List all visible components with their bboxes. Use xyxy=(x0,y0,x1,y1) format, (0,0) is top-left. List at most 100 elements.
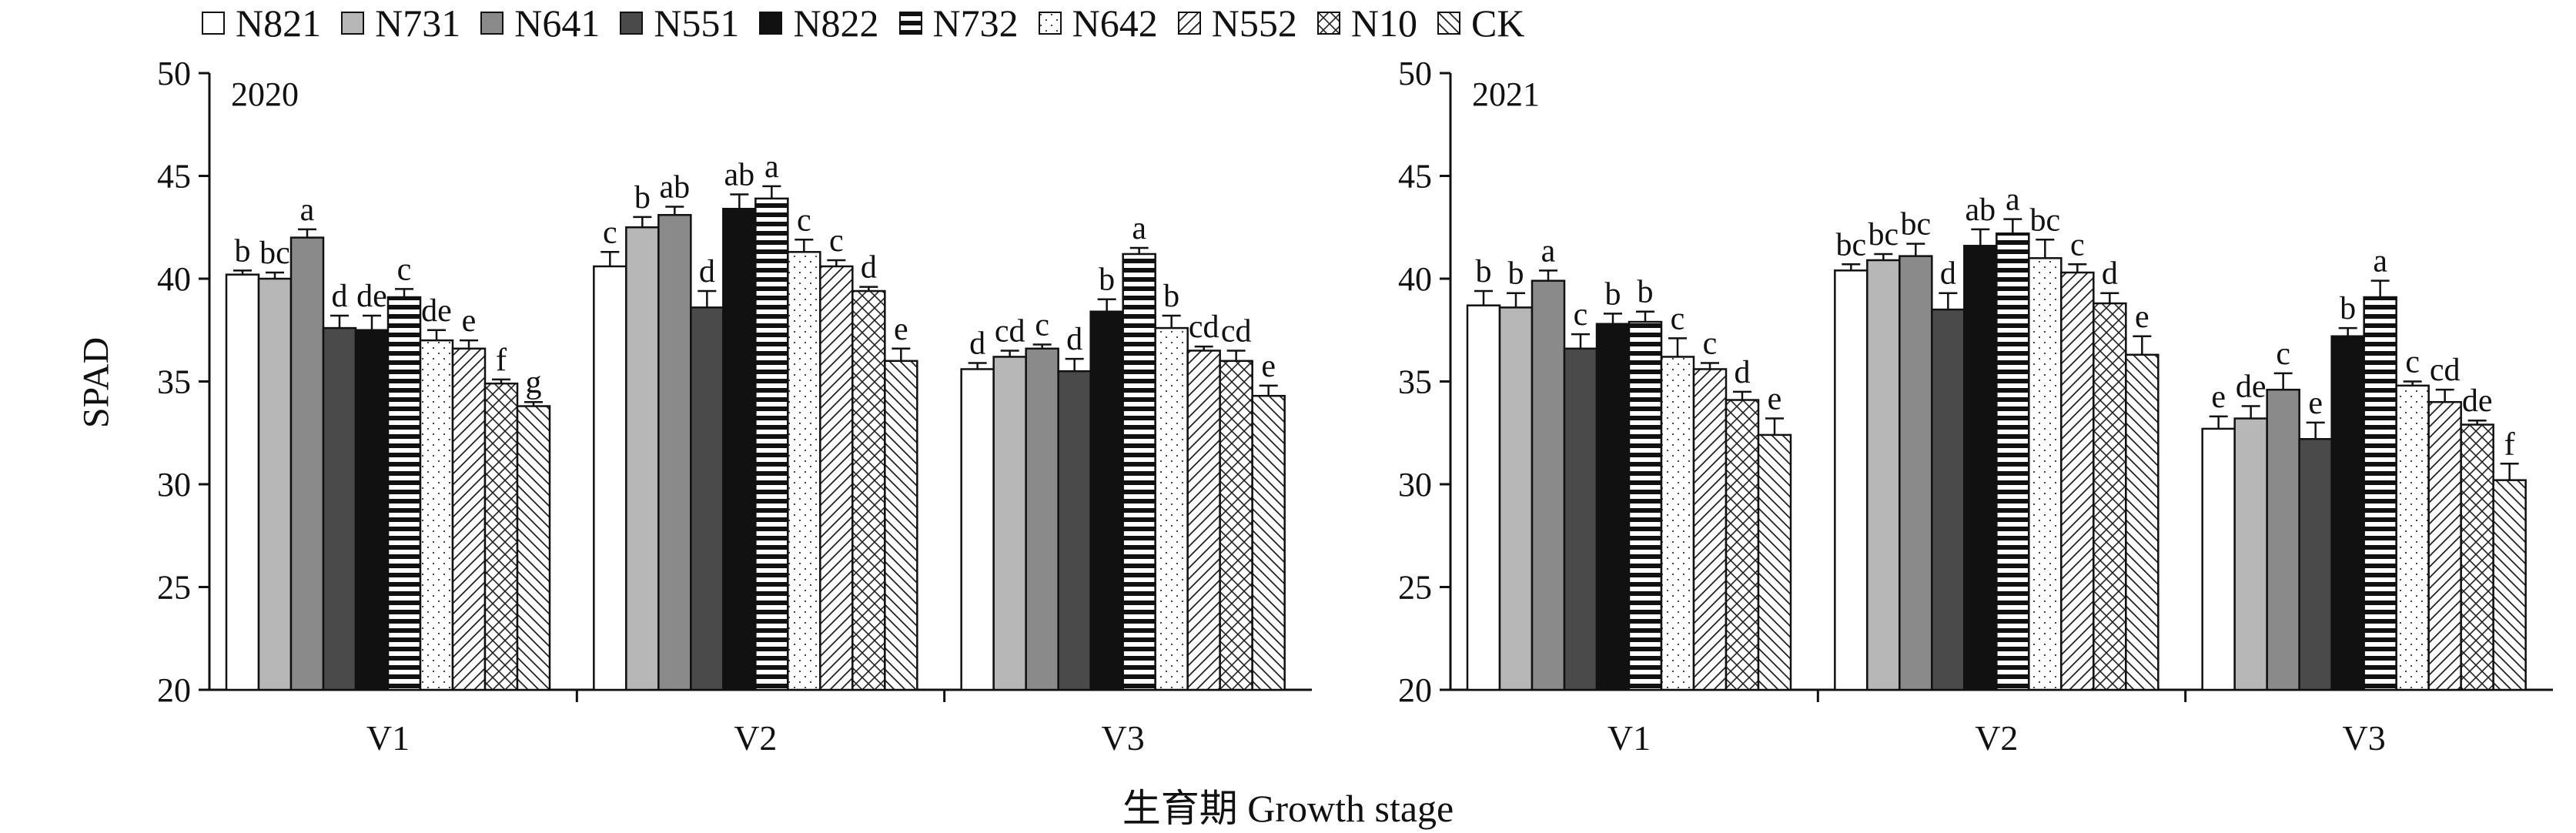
significance-letter: ab xyxy=(660,170,691,206)
significance-letter: cd xyxy=(1189,309,1219,345)
x-tick-label: V2 xyxy=(734,718,777,758)
panel-label: 2021 xyxy=(1472,75,1540,113)
bar-n822-v1 xyxy=(354,329,390,691)
bar-n822-v3 xyxy=(2330,335,2365,691)
bar-n821-v2 xyxy=(593,265,627,691)
bar-n731-v1 xyxy=(1498,306,1534,691)
bar-n641-v2 xyxy=(1899,255,1933,691)
bar-n10-v3 xyxy=(1219,360,1253,691)
significance-letter: d xyxy=(332,279,348,314)
legend-item-n822: N822 xyxy=(759,1,879,45)
x-tick-label: V3 xyxy=(1102,718,1145,758)
significance-letter: c xyxy=(797,202,811,238)
y-tick-label: 25 xyxy=(1398,569,1432,607)
y-tick-label: 40 xyxy=(157,260,191,298)
bar-ck-v3 xyxy=(1251,394,1286,691)
bar-n732-v1 xyxy=(386,296,422,691)
significance-letter: a xyxy=(764,149,779,185)
significance-letter: ab xyxy=(1965,192,1996,228)
bar-n641-v1 xyxy=(1531,279,1566,691)
legend-swatch xyxy=(759,12,783,35)
y-tick-label: 25 xyxy=(157,569,191,607)
bar-ck-v2 xyxy=(884,360,918,691)
significance-letter: c xyxy=(603,215,617,250)
bar-n10-v2 xyxy=(851,289,886,691)
bar-ck-v1 xyxy=(1757,433,1792,691)
bar-n821-v1 xyxy=(225,273,260,691)
y-tick-label: 30 xyxy=(157,466,191,503)
bar-n642-v2 xyxy=(2028,257,2062,691)
bar-n642-v1 xyxy=(1660,356,1695,691)
bar-n10-v2 xyxy=(2093,302,2127,691)
y-tick-label: 35 xyxy=(1398,363,1432,401)
bar-n822-v2 xyxy=(1963,245,1998,691)
significance-letter: b xyxy=(634,180,651,216)
legend-label: N641 xyxy=(514,2,601,45)
bar-n731-v3 xyxy=(992,356,1027,691)
bar-n641-v1 xyxy=(289,236,325,691)
bar-n732-v2 xyxy=(754,197,789,691)
y-tick-label: 35 xyxy=(157,363,191,401)
significance-letter: d xyxy=(1940,256,1956,292)
significance-letter: d xyxy=(861,250,877,286)
y-tick-label: 20 xyxy=(1398,671,1432,709)
x-tick-label: V3 xyxy=(2343,718,2386,758)
legend-item-n731: N731 xyxy=(341,1,460,45)
legend-swatch xyxy=(898,12,922,35)
legend-swatch xyxy=(1038,12,1062,35)
bar-ck-v1 xyxy=(516,405,551,691)
significance-letter: c xyxy=(1703,326,1718,361)
significance-letter: c xyxy=(1035,307,1049,343)
bar-n641-v2 xyxy=(657,213,692,691)
x-tick-label: V1 xyxy=(366,718,410,758)
significance-letter: d xyxy=(1735,355,1751,390)
significance-letter: c xyxy=(2405,345,2420,380)
legend-label: N821 xyxy=(236,2,322,45)
significance-letter: bc xyxy=(1901,207,1932,243)
significance-letter: e xyxy=(462,303,477,339)
significance-letter: b xyxy=(1638,275,1654,310)
legend-item-n552: N552 xyxy=(1177,1,1297,45)
bar-n552-v3 xyxy=(2427,400,2462,691)
significance-letter: ab xyxy=(724,158,755,193)
panel-label: 2020 xyxy=(231,75,299,113)
legend-label: N822 xyxy=(793,2,879,45)
legend: N821 N731 N641 N551 N822 N732 N642 N552 N10 CK xyxy=(202,0,2511,46)
significance-letter: e xyxy=(2135,299,2149,335)
bar-n642-v3 xyxy=(2395,384,2430,691)
x-axis-title: 生育期 Growth stage xyxy=(1122,787,1454,830)
significance-letter: b xyxy=(1508,256,1524,292)
bar-n552-v2 xyxy=(819,265,854,691)
bar-n732-v2 xyxy=(1996,233,2030,691)
significance-letter: bc xyxy=(2030,202,2061,238)
bar-n822-v3 xyxy=(1089,310,1124,691)
bar-n551-v2 xyxy=(1931,308,1965,691)
significance-letter: g xyxy=(526,365,542,400)
significance-letter: b xyxy=(1099,263,1115,298)
significance-letter: b xyxy=(1476,254,1492,289)
legend-label: CK xyxy=(1470,2,1525,45)
legend-item-n732: N732 xyxy=(898,1,1019,45)
bar-n732-v1 xyxy=(1628,320,1663,691)
bar-n642-v2 xyxy=(787,251,821,691)
significance-letter: b xyxy=(235,233,251,269)
bar-n731-v2 xyxy=(625,226,660,691)
significance-letter: d xyxy=(1066,322,1082,357)
significance-letter: bc xyxy=(1868,217,1899,253)
bar-n822-v2 xyxy=(722,207,757,691)
legend-item-ck: CK xyxy=(1437,1,1524,45)
bar-n641-v3 xyxy=(1025,347,1059,691)
significance-letter: e xyxy=(1261,349,1276,384)
legend-label: N551 xyxy=(654,2,740,45)
bar-n642-v1 xyxy=(419,339,454,691)
bar-n641-v3 xyxy=(2266,388,2300,691)
legend-item-n821: N821 xyxy=(202,1,321,45)
y-axis-title: SPAD xyxy=(75,336,117,429)
bar-n642-v3 xyxy=(1154,326,1189,691)
significance-letter: c xyxy=(2070,227,2085,263)
significance-letter: c xyxy=(1574,297,1588,333)
bar-n10-v3 xyxy=(2460,423,2494,691)
